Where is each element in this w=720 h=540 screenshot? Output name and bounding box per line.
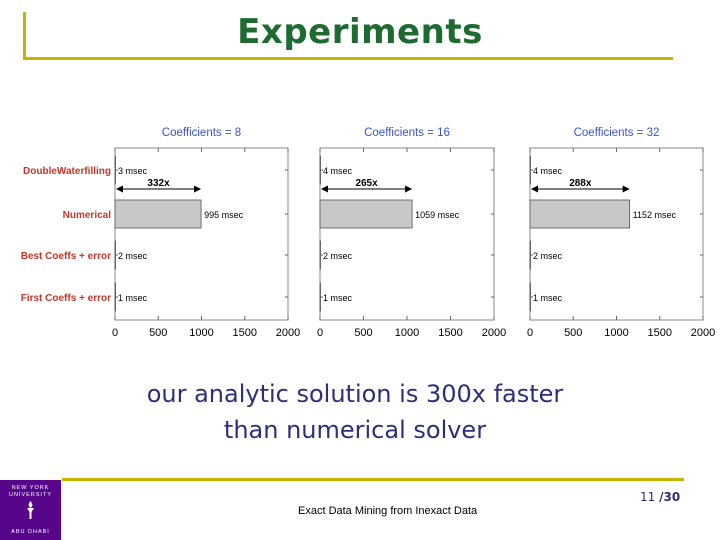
bar-value-label: 2 msec (533, 251, 563, 261)
bar (529, 199, 631, 229)
x-tick-label: 0 (527, 327, 533, 339)
bar-value-label: 2 msec (118, 251, 148, 261)
bar (529, 155, 531, 185)
speedup-label: 288x (569, 178, 592, 189)
speedup-arrow-head-left (321, 185, 328, 193)
speedup-label: 332x (147, 178, 170, 189)
x-tick-label: 1000 (395, 327, 419, 339)
bar (319, 155, 321, 185)
x-tick-label: 500 (354, 327, 372, 339)
panel-title: Coefficients = 8 (162, 127, 241, 139)
speedup-arrow-head-right (194, 185, 202, 193)
bar-value-label: 1 msec (323, 293, 353, 303)
logo-line-1: NEW YORK (11, 485, 50, 491)
x-tick-label: 0 (112, 327, 118, 339)
row-label: DoubleWaterfilling (23, 166, 111, 177)
logo-line-3: ABU DHABI (11, 529, 50, 535)
row-label: Best Coeffs + error (21, 251, 111, 262)
footer-text: Exact Data Mining from Inexact Data (298, 505, 478, 517)
slide-caption: our analytic solution is 300x faster tha… (0, 376, 710, 448)
x-tick-label: 2000 (276, 327, 300, 339)
nyu-abu-dhabi-logo: NEW YORK UNIVERSITY ABU DHABI (0, 480, 61, 540)
bar (529, 240, 531, 270)
bar-value-label: 1059 msec (415, 210, 460, 220)
caption-line-2: than numerical solver (223, 416, 487, 444)
x-tick-label: 1500 (438, 327, 462, 339)
panel-title: Coefficients = 32 (574, 127, 660, 139)
bar-value-label: 2 msec (323, 251, 353, 261)
bar-value-label: 1 msec (533, 293, 563, 303)
bar-value-label: 4 msec (533, 166, 563, 176)
bar (319, 199, 413, 229)
page-total: 30 (663, 490, 681, 504)
caption-line-1: our analytic solution is 300x faster (146, 380, 564, 408)
title-frame (23, 12, 673, 60)
speedup-arrow-head-right (622, 185, 630, 193)
speedup-arrow-head-right (405, 185, 413, 193)
speed-comparison-chart: DoubleWaterfilling Numerical Best Coeffs +… (21, 127, 716, 339)
speedup-arrow-head-left (531, 185, 538, 193)
torch-icon (27, 501, 34, 519)
slide-title: Experiments (237, 12, 483, 52)
bar (114, 240, 116, 270)
row-label: Numerical (63, 210, 112, 221)
x-tick-label: 2000 (482, 327, 506, 339)
x-tick-label: 1500 (648, 327, 672, 339)
panel-frame (319, 147, 495, 321)
x-tick-label: 2000 (691, 327, 715, 339)
chart-panel-1: Coefficients = 8 0 500 1000 1500 2000 3 msec 99… (112, 127, 300, 339)
panel-frame (529, 147, 704, 321)
bar (319, 240, 321, 270)
page-separator: / (659, 490, 664, 504)
bar (114, 199, 202, 229)
x-tick-label: 500 (564, 327, 582, 339)
bar-value-label: 4 msec (323, 166, 353, 176)
chart-panel-2: Coefficients = 16 0 500 1000 1500 2000 4 msec 1… (317, 127, 506, 339)
row-label: First Coeffs + error (21, 293, 111, 304)
x-tick-label: 500 (149, 327, 167, 339)
bar (114, 282, 116, 312)
speedup-label: 265x (355, 178, 378, 189)
logo-line-2: UNIVERSITY (8, 492, 52, 498)
bar-value-label: 995 msec (204, 210, 244, 220)
bar-value-label: 1152 msec (633, 210, 677, 220)
chart-panel-3: Coefficients = 32 0 500 1000 1500 2000 4 msec 1… (527, 127, 715, 339)
bar-value-label: 1 msec (118, 293, 148, 303)
bar (114, 155, 116, 185)
bar-value-label: 3 msec (118, 166, 148, 176)
x-tick-label: 1000 (604, 327, 628, 339)
bar (529, 282, 531, 312)
x-tick-label: 0 (317, 327, 323, 339)
panel-frame (114, 147, 289, 321)
x-tick-label: 1500 (233, 327, 257, 339)
page-number: 11 /30 (640, 490, 680, 504)
page-current: 11 (640, 490, 656, 504)
speedup-arrow-head-left (116, 185, 123, 193)
panel-title: Coefficients = 16 (364, 127, 450, 139)
bar (319, 282, 321, 312)
footer-rule (62, 478, 684, 481)
x-tick-label: 1000 (189, 327, 213, 339)
